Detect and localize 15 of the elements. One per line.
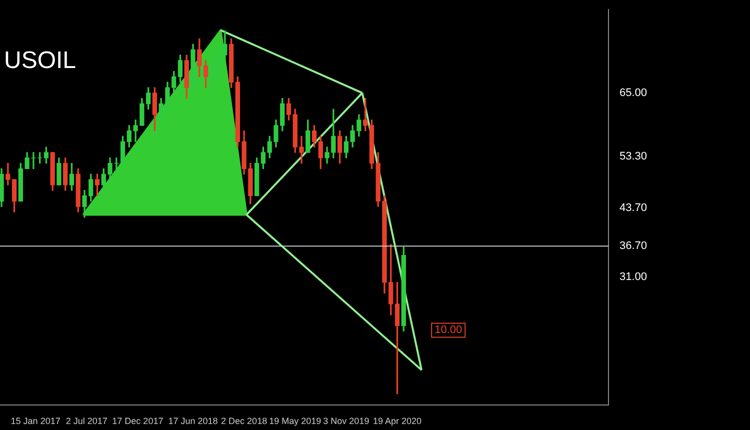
x-tick-label: 2 Jul 2017 bbox=[66, 416, 108, 426]
x-tick-label: 17 Dec 2017 bbox=[112, 416, 164, 426]
annotation: 10.00 bbox=[434, 324, 462, 336]
x-tick-label: 19 May 2019 bbox=[269, 416, 322, 426]
y-tick-label: 31.00 bbox=[619, 270, 648, 283]
y-tick-label: 53.30 bbox=[619, 150, 648, 162]
x-tick-label: 19 Apr 2020 bbox=[372, 416, 422, 426]
y-tick-label: 43.70 bbox=[619, 202, 648, 214]
text: USOIL bbox=[4, 47, 76, 74]
x-tick-label: 17 Jun 2018 bbox=[168, 416, 218, 426]
y-tick-label: 65.00 bbox=[619, 86, 648, 99]
x-tick-label: 15 Jan 2017 bbox=[10, 416, 60, 426]
x-tick-label: 3 Nov 2019 bbox=[323, 416, 370, 426]
y-tick-label: 36.70 bbox=[619, 240, 648, 252]
x-tick-label: 2 Dec 2018 bbox=[221, 416, 268, 426]
